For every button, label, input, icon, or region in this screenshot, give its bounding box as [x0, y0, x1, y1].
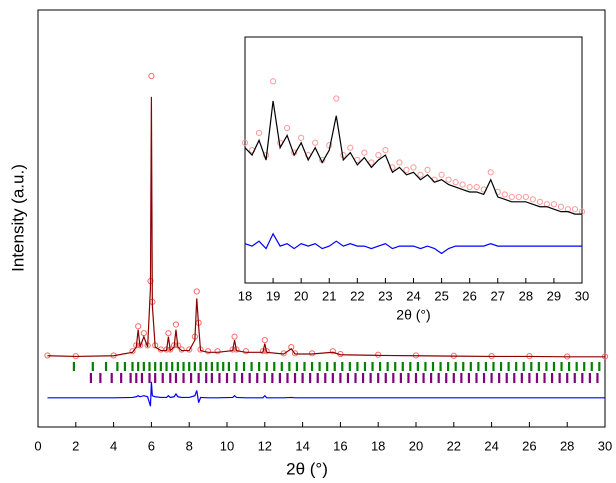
data-line — [47, 96, 605, 358]
observed-point — [312, 139, 319, 146]
observed-point — [515, 193, 522, 200]
observed-point — [214, 348, 221, 355]
observed-point — [284, 124, 291, 132]
x-tick-label: 21 — [322, 288, 336, 303]
observed-point — [438, 171, 445, 178]
x-tick-label: 10 — [220, 438, 234, 453]
observed-point — [375, 351, 382, 358]
data-line — [244, 100, 582, 215]
x-tick-label: 22 — [447, 438, 461, 453]
x-tick-label: 28 — [519, 288, 533, 303]
observed-point — [172, 321, 180, 328]
observed-point — [229, 346, 236, 353]
observed-point — [261, 337, 268, 344]
observed-point — [522, 193, 529, 200]
observed-point — [459, 181, 466, 188]
observed-point — [148, 72, 155, 80]
observed-point — [241, 139, 249, 146]
observed-point — [382, 147, 389, 154]
x-tick-label: 18 — [238, 288, 252, 303]
observed-point — [424, 166, 431, 173]
x-tick-label: 28 — [560, 438, 574, 453]
plot-area: 18 19 20 21 22 23 24 25 26 27 28 29 30 2θ (°) — [238, 36, 589, 323]
observed-point — [452, 179, 459, 186]
observed-point — [508, 193, 515, 200]
observed-point — [233, 346, 240, 353]
x-tick-label: 30 — [575, 288, 589, 303]
x-tick-label: 24 — [484, 438, 498, 453]
observed-point — [571, 206, 579, 213]
x-tick-label: 2 — [72, 438, 79, 453]
observed-point — [417, 171, 424, 178]
y-axis-title: Intensity (a.u.) — [8, 164, 27, 272]
observed-point — [410, 164, 417, 171]
x-axis-title: 2θ (°) — [286, 459, 328, 478]
x-tick-label: 12 — [258, 438, 272, 453]
x-tick-label: 22 — [350, 288, 364, 303]
x-tick-label: 0 — [34, 438, 41, 453]
x-tick-label: 24 — [406, 288, 420, 303]
x-tick-label: 6 — [148, 438, 155, 453]
x-tick-label: 16 — [333, 438, 347, 453]
observed-point — [291, 350, 299, 357]
observed-point — [375, 151, 382, 159]
observed-point — [329, 348, 336, 355]
observed-point — [501, 191, 508, 198]
observed-point — [473, 183, 480, 191]
observed-point — [550, 201, 558, 208]
x-tick-label: 29 — [547, 288, 561, 303]
observed-point — [178, 346, 185, 353]
observed-point — [269, 78, 277, 85]
observed-point — [361, 149, 368, 156]
observed-point — [186, 346, 193, 353]
x-tick-label: 8 — [186, 438, 193, 453]
observed-point — [333, 95, 340, 102]
observed-point — [487, 169, 494, 176]
x-tick-label: 23 — [378, 288, 392, 303]
observed-point — [396, 159, 403, 166]
observed-point — [368, 159, 375, 166]
observed-point — [557, 203, 565, 210]
observed-point — [403, 166, 410, 173]
observed-point — [259, 348, 267, 355]
observed-point — [165, 330, 172, 337]
data-line — [244, 232, 582, 255]
observed-point — [135, 323, 142, 330]
x-tick-label: 26 — [522, 438, 536, 453]
observed-point — [529, 196, 536, 203]
x-tick-label: 27 — [491, 288, 505, 303]
x-tick-label: 14 — [295, 438, 309, 453]
x-tick-label: 20 — [409, 438, 423, 453]
observed-point — [466, 183, 473, 191]
x-axis-title: 2θ (°) — [396, 307, 430, 323]
observed-point — [298, 134, 305, 141]
x-tick-label: 20 — [294, 288, 308, 303]
observed-point — [347, 144, 354, 151]
observed-point — [129, 348, 136, 355]
observed-point — [536, 198, 543, 205]
x-tick-label: 18 — [371, 438, 385, 453]
plot-frame — [244, 36, 583, 284]
observed-point — [263, 348, 270, 355]
observed-point — [255, 129, 263, 137]
observed-point — [445, 176, 452, 183]
x-tick-label: 4 — [110, 438, 117, 453]
x-tick-label: 19 — [266, 288, 280, 303]
observed-point — [231, 333, 238, 340]
x-tick-label: 26 — [462, 288, 476, 303]
x-tick-label: 30 — [598, 438, 612, 453]
observed-point — [193, 288, 200, 295]
data-line — [47, 381, 605, 407]
x-tick-label: 25 — [434, 288, 448, 303]
